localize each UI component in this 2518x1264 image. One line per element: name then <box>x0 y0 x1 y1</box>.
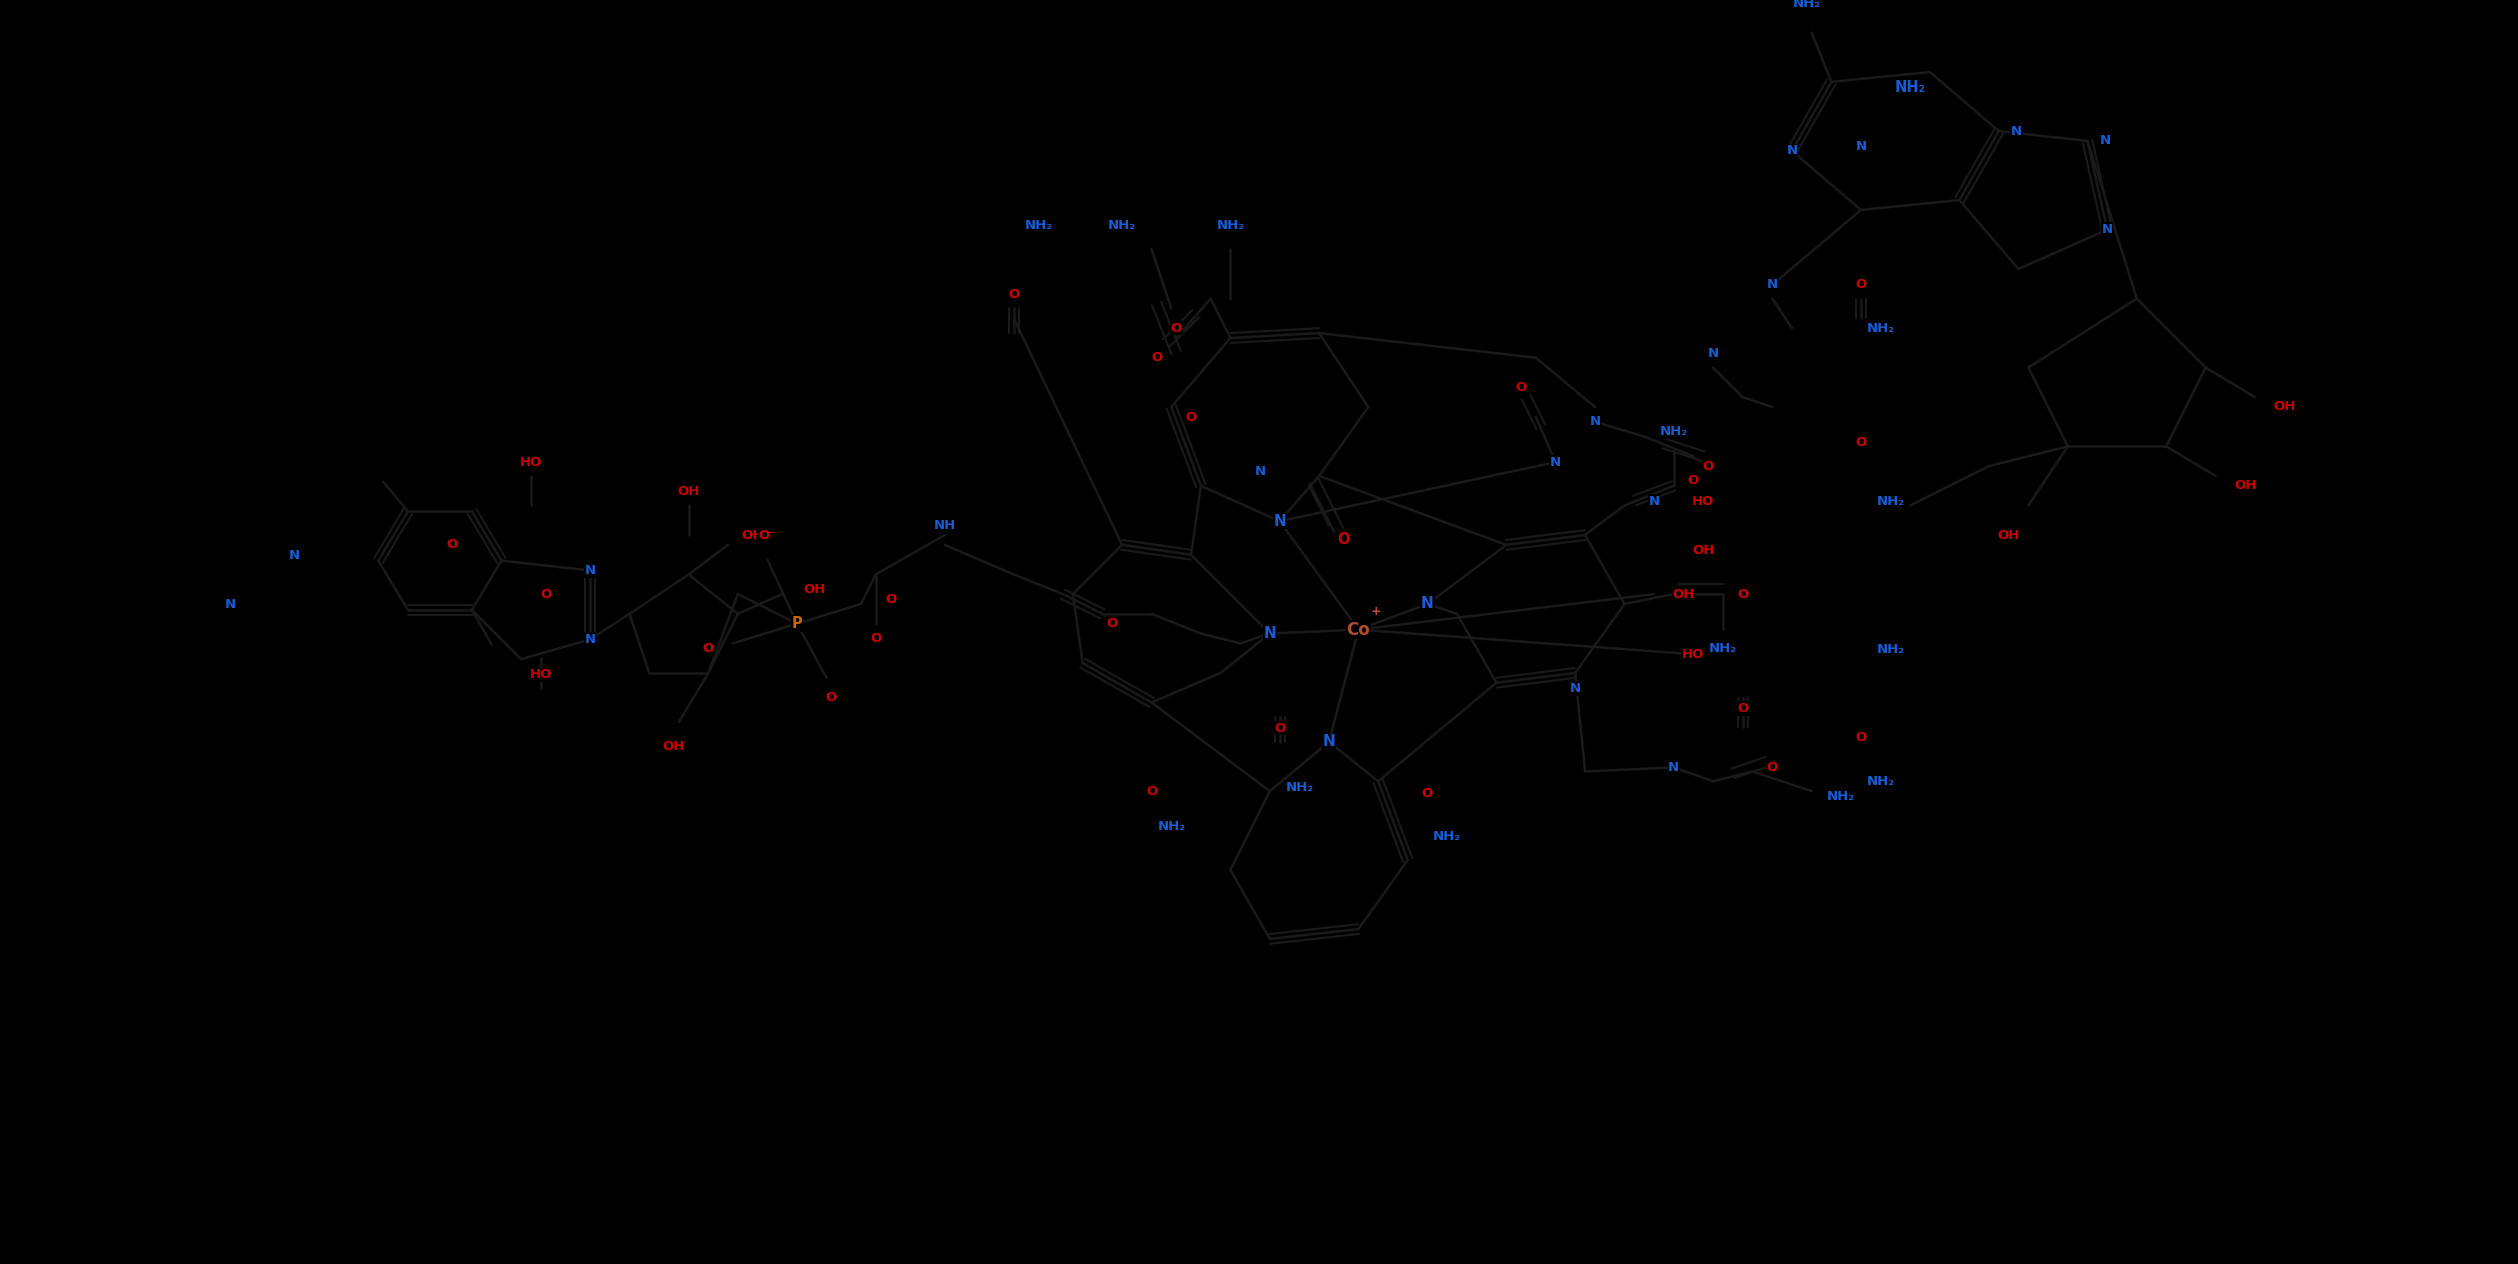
Text: N: N <box>1768 278 1778 291</box>
Text: O: O <box>1687 474 1700 488</box>
Text: N: N <box>2100 134 2110 148</box>
Text: N: N <box>1569 683 1581 695</box>
Text: N: N <box>224 598 237 612</box>
Text: N: N <box>290 549 300 562</box>
Text: O: O <box>541 588 551 600</box>
Text: N: N <box>1589 416 1601 428</box>
Text: N: N <box>1551 455 1561 469</box>
Text: OH: OH <box>677 485 700 498</box>
Text: O: O <box>871 632 881 645</box>
Text: O: O <box>1856 278 1866 291</box>
Text: N: N <box>1264 626 1277 641</box>
Text: OH: OH <box>2274 401 2296 413</box>
Text: N: N <box>584 633 597 646</box>
Text: O: O <box>1007 288 1020 301</box>
Text: N: N <box>1785 144 1798 157</box>
Text: N: N <box>1667 761 1680 774</box>
Text: OH: OH <box>2233 479 2256 492</box>
Text: NH₂: NH₂ <box>1025 219 1053 233</box>
Text: N: N <box>2103 224 2113 236</box>
Text: O: O <box>1768 761 1778 774</box>
Text: N: N <box>1254 465 1267 479</box>
Text: O: O <box>1146 785 1158 798</box>
Text: O: O <box>1856 436 1866 449</box>
Text: O: O <box>1186 411 1196 425</box>
Text: NH₂: NH₂ <box>1793 0 1821 10</box>
Text: NH₂: NH₂ <box>1433 830 1460 843</box>
Text: NH₂: NH₂ <box>1158 820 1186 833</box>
Text: N: N <box>1322 734 1335 750</box>
Text: NH₂: NH₂ <box>1828 790 1856 803</box>
Text: N: N <box>2012 125 2022 138</box>
Text: NH₂: NH₂ <box>1876 643 1904 656</box>
Text: O: O <box>1151 351 1163 364</box>
Text: O: O <box>1737 588 1747 600</box>
Text: HO: HO <box>519 455 541 469</box>
Text: O: O <box>446 538 458 551</box>
Text: NH₂: NH₂ <box>1710 642 1737 655</box>
Text: P: P <box>791 616 803 631</box>
Text: O: O <box>1171 321 1181 335</box>
Text: OH: OH <box>1692 545 1715 557</box>
Text: NH₂: NH₂ <box>1108 219 1136 233</box>
Text: O: O <box>826 691 836 704</box>
Text: N: N <box>1420 597 1433 612</box>
Text: HO: HO <box>1692 495 1715 508</box>
Text: O⁻: O⁻ <box>758 528 776 541</box>
Text: O: O <box>1856 732 1866 744</box>
Text: NH₂: NH₂ <box>1876 495 1904 508</box>
Text: +: + <box>1370 605 1382 618</box>
Text: NH₂: NH₂ <box>1216 219 1244 233</box>
Text: N: N <box>1707 348 1720 360</box>
Text: O: O <box>1423 786 1433 800</box>
Text: OH: OH <box>1672 588 1695 600</box>
Text: Co: Co <box>1347 621 1370 638</box>
Text: N: N <box>584 564 597 576</box>
Text: OH: OH <box>803 583 826 595</box>
Text: HO: HO <box>529 669 551 681</box>
Text: NH₂: NH₂ <box>1659 425 1687 439</box>
Text: NH₂: NH₂ <box>1866 321 1894 335</box>
Text: O: O <box>1516 380 1526 394</box>
Text: N: N <box>1274 513 1287 528</box>
Text: N: N <box>1856 140 1866 153</box>
Text: O: O <box>1702 460 1715 473</box>
Text: OH: OH <box>740 528 763 541</box>
Text: NH₂: NH₂ <box>1894 81 1926 95</box>
Text: NH₂: NH₂ <box>1284 781 1314 794</box>
Text: O: O <box>1737 702 1747 715</box>
Text: O: O <box>884 593 896 605</box>
Text: O: O <box>1105 617 1118 631</box>
Text: N: N <box>1649 495 1659 508</box>
Text: HO: HO <box>1682 647 1705 661</box>
Text: OH: OH <box>662 741 685 753</box>
Text: OH: OH <box>1997 528 2019 541</box>
Text: O: O <box>1274 722 1284 734</box>
Text: O: O <box>1337 532 1350 547</box>
Text: O: O <box>703 642 715 655</box>
Text: NH₂: NH₂ <box>1866 775 1894 787</box>
Text: NH: NH <box>934 518 957 532</box>
